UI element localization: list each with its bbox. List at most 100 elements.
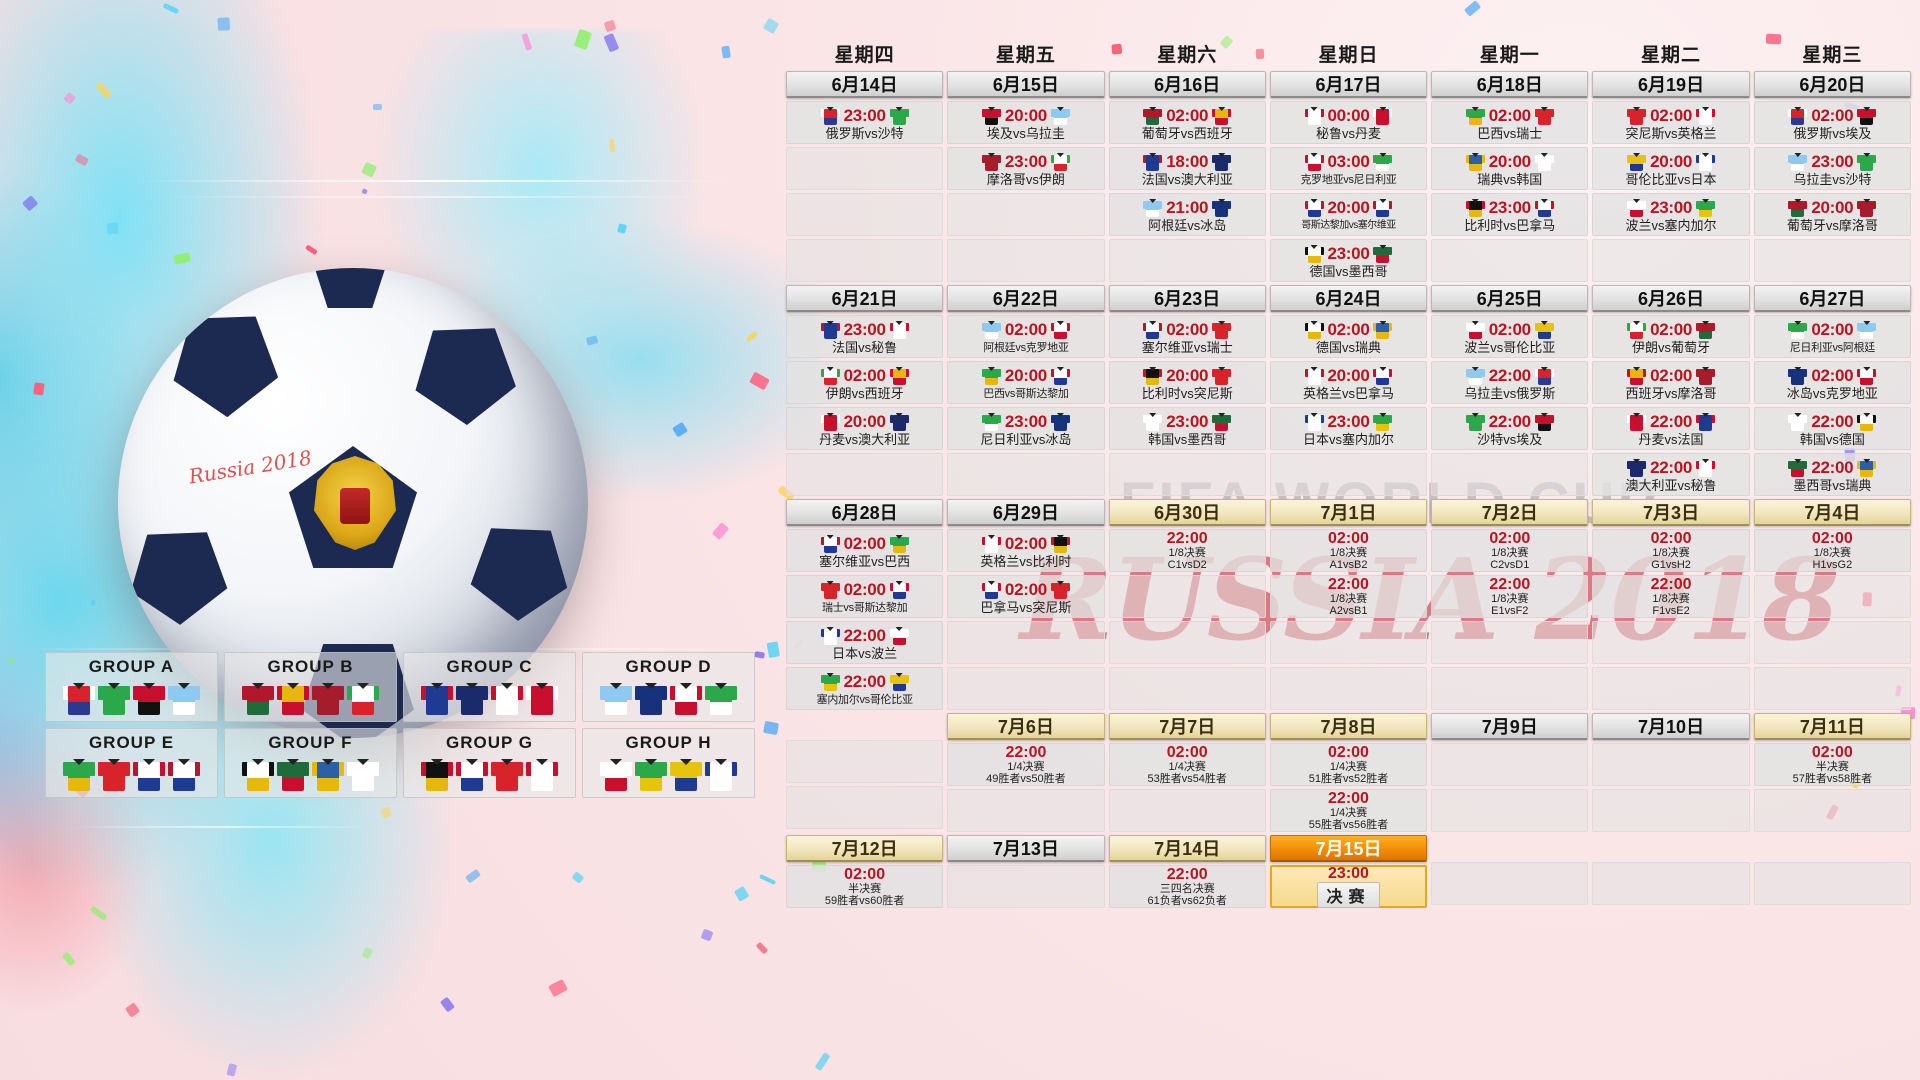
date-header-7月9日[interactable]: 7月9日: [1431, 713, 1589, 740]
match-cell[interactable]: 02:00 俄罗斯vs埃及: [1753, 101, 1911, 144]
date-header-6月25日[interactable]: 6月25日: [1431, 285, 1589, 312]
date-header-6月14日[interactable]: 6月14日: [786, 71, 944, 98]
knockout-match-cell[interactable]: 02:00 1/8决赛 H1vsG2: [1753, 529, 1911, 572]
match-cell[interactable]: 20:00 哥伦比亚vs日本: [1592, 147, 1750, 190]
group-box-group-b[interactable]: GROUP B: [224, 652, 397, 722]
match-cell[interactable]: 02:00 突尼斯vs英格兰: [1592, 101, 1750, 144]
match-cell[interactable]: 23:00 乌拉圭vs沙特: [1753, 147, 1911, 190]
match-cell[interactable]: 22:00 沙特vs埃及: [1431, 407, 1589, 450]
date-header-7月14日[interactable]: 7月14日: [1108, 835, 1266, 862]
date-header-7月2日[interactable]: 7月2日: [1431, 499, 1589, 526]
group-box-group-g[interactable]: GROUP G: [403, 728, 576, 798]
match-cell[interactable]: 02:00 葡萄牙vs西班牙: [1108, 101, 1266, 144]
knockout-match-cell[interactable]: 22:00 1/4决赛 55胜者vs56胜者: [1269, 789, 1428, 832]
knockout-match-cell[interactable]: 02:00 1/8决赛 A1vsB2: [1269, 529, 1428, 572]
date-header-6月24日[interactable]: 6月24日: [1269, 285, 1428, 312]
match-cell[interactable]: 20:00 比利时vs突尼斯: [1108, 361, 1266, 404]
match-cell[interactable]: 22:00 丹麦vs法国: [1592, 407, 1750, 450]
match-cell[interactable]: 22:00 日本vs波兰: [786, 621, 944, 664]
match-cell[interactable]: 20:00 葡萄牙vs摩洛哥: [1753, 193, 1911, 236]
date-header-6月19日[interactable]: 6月19日: [1592, 71, 1750, 98]
knockout-match-cell[interactable]: 02:00 半决赛 59胜者vs60胜者: [786, 865, 944, 908]
date-header-6月16日[interactable]: 6月16日: [1108, 71, 1266, 98]
match-cell[interactable]: 21:00 阿根廷vs冰岛: [1108, 193, 1266, 236]
match-cell[interactable]: 23:00 尼日利亚vs冰岛: [947, 407, 1105, 450]
date-header-7月10日[interactable]: 7月10日: [1592, 713, 1750, 740]
knockout-match-cell[interactable]: 02:00 1/8决赛 G1vsH2: [1592, 529, 1750, 572]
match-cell[interactable]: 22:00 澳大利亚vs秘鲁: [1592, 453, 1750, 496]
knockout-match-cell[interactable]: 22:00 1/4决赛 49胜者vs50胜者: [947, 743, 1105, 786]
date-header-6月17日[interactable]: 6月17日: [1269, 71, 1428, 98]
knockout-match-cell[interactable]: 02:00 1/8决赛 C2vsD1: [1431, 529, 1589, 572]
match-cell[interactable]: 20:00 巴西vs哥斯达黎加: [947, 361, 1105, 404]
date-header-6月15日[interactable]: 6月15日: [947, 71, 1105, 98]
match-cell[interactable]: 02:00 伊朗vs西班牙: [786, 361, 944, 404]
match-cell[interactable]: 02:00 英格兰vs比利时: [947, 529, 1105, 572]
knockout-match-cell[interactable]: 02:00 1/4决赛 53胜者vs54胜者: [1108, 743, 1266, 786]
date-header-6月27日[interactable]: 6月27日: [1753, 285, 1911, 312]
date-header-7月4日[interactable]: 7月4日: [1753, 499, 1911, 526]
match-cell[interactable]: 23:00 俄罗斯vs沙特: [786, 101, 944, 144]
group-box-group-d[interactable]: GROUP D: [582, 652, 755, 722]
match-cell[interactable]: 02:00 德国vs瑞典: [1269, 315, 1428, 358]
date-header-6月21日[interactable]: 6月21日: [786, 285, 944, 312]
date-header-6月29日[interactable]: 6月29日: [947, 499, 1105, 526]
date-header-7月1日[interactable]: 7月1日: [1269, 499, 1428, 526]
match-cell[interactable]: 02:00 尼日利亚vs阿根廷: [1753, 315, 1911, 358]
match-cell[interactable]: 02:00 冰岛vs克罗地亚: [1753, 361, 1911, 404]
match-cell[interactable]: 18:00 法国vs澳大利亚: [1108, 147, 1266, 190]
match-cell[interactable]: 02:00 塞尔维亚vs巴西: [786, 529, 944, 572]
knockout-match-cell[interactable]: 02:00 1/4决赛 51胜者vs52胜者: [1269, 743, 1428, 786]
match-cell[interactable]: 23:00 韩国vs墨西哥: [1108, 407, 1266, 450]
date-header-7月11日[interactable]: 7月11日: [1753, 713, 1911, 740]
date-header-6月22日[interactable]: 6月22日: [947, 285, 1105, 312]
date-header-7月8日[interactable]: 7月8日: [1269, 713, 1428, 740]
date-header-7月13日[interactable]: 7月13日: [947, 835, 1105, 862]
date-header-7月7日[interactable]: 7月7日: [1108, 713, 1266, 740]
match-cell[interactable]: 20:00 英格兰vs巴拿马: [1269, 361, 1428, 404]
match-cell[interactable]: 20:00 丹麦vs澳大利亚: [786, 407, 944, 450]
match-cell[interactable]: 22:00 塞内加尔vs哥伦比亚: [786, 667, 944, 710]
date-header-7月15日[interactable]: 7月15日: [1269, 835, 1428, 862]
match-cell[interactable]: 02:00 巴西vs瑞士: [1431, 101, 1589, 144]
match-cell[interactable]: 22:00 墨西哥vs瑞典: [1753, 453, 1911, 496]
match-cell[interactable]: 02:00 瑞士vs哥斯达黎加: [786, 575, 944, 618]
knockout-match-cell[interactable]: 22:00 三四名决赛 61负者vs62负者: [1108, 865, 1266, 908]
match-cell[interactable]: 20:00 哥斯达黎加vs塞尔维亚: [1269, 193, 1428, 236]
date-header-6月26日[interactable]: 6月26日: [1592, 285, 1750, 312]
match-cell[interactable]: 02:00 塞尔维亚vs瑞士: [1108, 315, 1266, 358]
match-cell[interactable]: 00:00 秘鲁vs丹麦: [1269, 101, 1428, 144]
date-header-7月6日[interactable]: 7月6日: [947, 713, 1105, 740]
group-box-group-a[interactable]: GROUP A: [45, 652, 218, 722]
date-header-6月28日[interactable]: 6月28日: [786, 499, 944, 526]
match-cell[interactable]: 03:00 克罗地亚vs尼日利亚: [1269, 147, 1428, 190]
date-header-7月12日[interactable]: 7月12日: [786, 835, 944, 862]
knockout-match-cell[interactable]: 02:00 半决赛 57胜者vs58胜者: [1753, 743, 1911, 786]
group-box-group-h[interactable]: GROUP H: [582, 728, 755, 798]
date-header-6月18日[interactable]: 6月18日: [1431, 71, 1589, 98]
match-cell[interactable]: 22:00 韩国vs德国: [1753, 407, 1911, 450]
date-header-6月23日[interactable]: 6月23日: [1108, 285, 1266, 312]
match-cell[interactable]: 02:00 西班牙vs摩洛哥: [1592, 361, 1750, 404]
match-cell[interactable]: 02:00 波兰vs哥伦比亚: [1431, 315, 1589, 358]
knockout-match-cell[interactable]: 22:00 1/8决赛 F1vsE2: [1592, 575, 1750, 618]
match-cell[interactable]: 02:00 伊朗vs葡萄牙: [1592, 315, 1750, 358]
match-cell[interactable]: 23:00 德国vs墨西哥: [1269, 239, 1428, 282]
knockout-match-cell[interactable]: 22:00 1/8决赛 C1vsD2: [1108, 529, 1266, 572]
knockout-match-cell[interactable]: 22:00 1/8决赛 E1vsF2: [1431, 575, 1589, 618]
match-cell[interactable]: 23:00 法国vs秘鲁: [786, 315, 944, 358]
date-header-6月20日[interactable]: 6月20日: [1753, 71, 1911, 98]
match-cell[interactable]: 02:00 巴拿马vs突尼斯: [947, 575, 1105, 618]
match-cell[interactable]: 23:00 日本vs塞内加尔: [1269, 407, 1428, 450]
group-box-group-e[interactable]: GROUP E: [45, 728, 218, 798]
match-cell[interactable]: 23:00 比利时vs巴拿马: [1431, 193, 1589, 236]
match-cell[interactable]: 02:00 阿根廷vs克罗地亚: [947, 315, 1105, 358]
group-box-group-c[interactable]: GROUP C: [403, 652, 576, 722]
knockout-match-cell[interactable]: 23:00 决赛: [1269, 865, 1428, 908]
group-box-group-f[interactable]: GROUP F: [224, 728, 397, 798]
match-cell[interactable]: 20:00 瑞典vs韩国: [1431, 147, 1589, 190]
knockout-match-cell[interactable]: 22:00 1/8决赛 A2vsB1: [1269, 575, 1428, 618]
match-cell[interactable]: 20:00 埃及vs乌拉圭: [947, 101, 1105, 144]
match-cell[interactable]: 22:00 乌拉圭vs俄罗斯: [1431, 361, 1589, 404]
date-header-7月3日[interactable]: 7月3日: [1592, 499, 1750, 526]
